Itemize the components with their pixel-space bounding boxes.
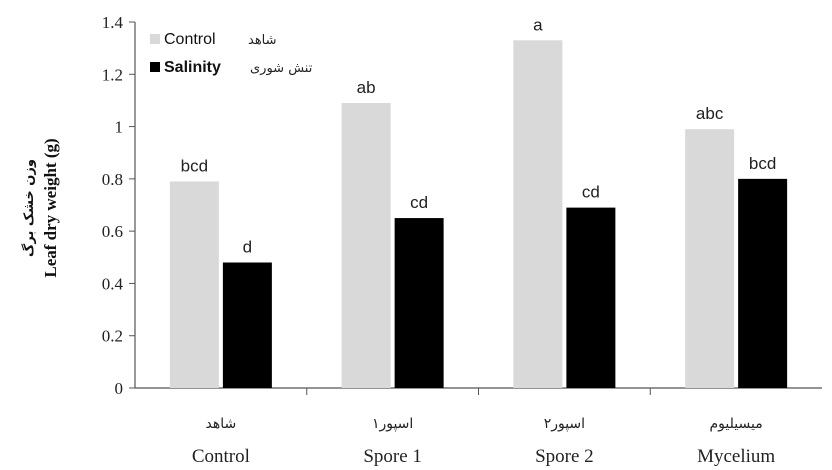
data-labels: bcd d ab cd a cd abc bcd [181, 15, 777, 256]
bar-salinity-control [222, 262, 272, 388]
bar-salinity-mycelium [738, 178, 788, 388]
y-axis-label-en: Leaf dry weight (g) [41, 138, 60, 277]
data-label: cd [582, 183, 600, 202]
bar-salinity-spore-2 [566, 207, 616, 388]
category-labels: شاهد Control اسپور۱ Spore 1 اسپور۲ Spore 2 میس… [192, 416, 776, 467]
category-label-fa: میسیلیوم [710, 416, 763, 432]
legend: Control شاهد Salinity تنش شوری [150, 31, 313, 76]
y-tick-label: 0.8 [102, 170, 123, 189]
bars [169, 40, 788, 389]
category-label-fa: اسپور۱ [372, 416, 413, 432]
legend-label-control: Control [164, 31, 216, 48]
legend-swatch-salinity [150, 62, 160, 72]
y-tick-label: 0.2 [102, 327, 123, 346]
y-tick-label: 1 [115, 118, 124, 137]
legend-label-control-fa: شاهد [248, 33, 277, 48]
legend-label-salinity: Salinity [164, 59, 221, 76]
bar-control-mycelium [685, 129, 735, 388]
bar-control-spore-2 [513, 40, 563, 389]
data-label: a [533, 15, 543, 34]
data-label: bcd [749, 154, 776, 173]
bar-control-control [169, 181, 219, 388]
category-label: Control [192, 446, 250, 467]
y-tick-label: 0.4 [102, 274, 124, 293]
data-label: cd [410, 193, 428, 212]
category-label: Spore 1 [363, 446, 422, 467]
category-label: Mycelium [697, 446, 775, 467]
y-tick-label: 0.6 [102, 222, 123, 241]
category-label-fa: شاهد [206, 416, 237, 432]
y-axis-label: Leaf dry weight (g) وزن خشک برگ [20, 138, 60, 277]
category-label-fa: اسپور۲ [544, 416, 585, 432]
legend-swatch-control [150, 34, 160, 44]
data-label: bcd [181, 156, 208, 175]
data-label: abc [696, 104, 724, 123]
data-label: ab [357, 78, 376, 97]
y-axis-label-fa: وزن خشک برگ [20, 159, 37, 257]
legend-label-salinity-fa: تنش شوری [250, 61, 313, 76]
bar-control-spore-1 [341, 103, 391, 389]
y-tick-label: 1.2 [102, 65, 123, 84]
y-tick-label: 1.4 [102, 13, 124, 32]
y-tick-label: 0 [115, 379, 124, 398]
data-label: d [243, 238, 252, 257]
bar-salinity-spore-1 [394, 218, 444, 388]
category-label: Spore 2 [535, 446, 594, 467]
